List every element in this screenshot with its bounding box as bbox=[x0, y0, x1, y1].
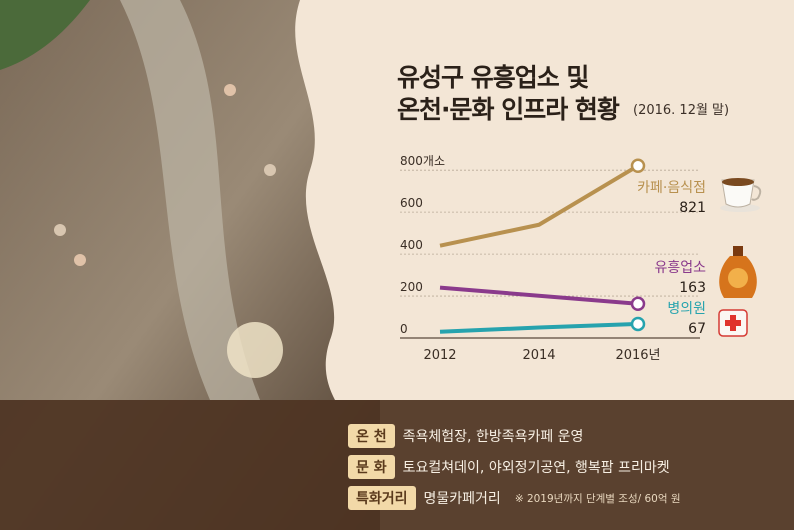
series-endpoint-2 bbox=[630, 316, 646, 332]
y-tick-label: 800개소 bbox=[400, 154, 445, 168]
series-line-0 bbox=[439, 164, 640, 248]
series-value-label: 821 bbox=[679, 200, 706, 216]
series-points bbox=[630, 158, 646, 332]
info-row-culture: 문 화 토요컬쳐데이, 야외정기공연, 행복팜 프리마켓 bbox=[348, 455, 670, 479]
series-line-1 bbox=[439, 285, 639, 306]
series-value-label: 67 bbox=[688, 321, 706, 337]
title-line-2: 온천·문화 인프라 현황 bbox=[397, 95, 620, 124]
row-text-culture: 토요컬쳐데이, 야외정기공연, 행복팜 프리마켓 bbox=[402, 460, 670, 476]
info-row-street: 특화거리 명물카페거리 ※ 2019년까지 단계별 조성/ 60억 원 bbox=[348, 486, 681, 510]
series-name-label: 유흥업소 bbox=[654, 260, 706, 276]
series-line-2 bbox=[439, 321, 639, 334]
y-tick-labels: 800개소 600 400 200 0 bbox=[400, 154, 445, 336]
y-tick-label: 400 bbox=[400, 238, 423, 252]
row-note-street: ※ 2019년까지 단계별 조성/ 60억 원 bbox=[514, 492, 681, 505]
y-tick-label: 600 bbox=[400, 196, 423, 210]
x-tick-labels: 2012 2014 2016년 bbox=[423, 348, 660, 363]
series-value-label: 163 bbox=[679, 280, 706, 296]
y-tick-label: 0 bbox=[400, 322, 408, 336]
liquor-bottle-icon bbox=[719, 246, 757, 298]
series-name-label: 카페·음식점 bbox=[637, 180, 706, 196]
coffee-cup-icon bbox=[720, 178, 762, 212]
line-chart: 800개소 600 400 200 0 2012 2014 2016년 카페·음식점 821 유… bbox=[400, 154, 762, 363]
hospital-cross-icon bbox=[718, 309, 748, 337]
x-tick-label: 2014 bbox=[522, 348, 555, 363]
title-line-1: 유성구 유흥업소 및 bbox=[397, 63, 589, 92]
tag-hotspring: 온 천 bbox=[348, 424, 395, 448]
content-panel bbox=[0, 0, 794, 400]
tag-street: 특화거리 bbox=[348, 486, 416, 510]
title-date: (2016. 12월 말) bbox=[633, 103, 730, 118]
series-lines bbox=[439, 164, 640, 334]
row-text-street: 명물카페거리 bbox=[423, 491, 501, 507]
x-tick-label: 2012 bbox=[423, 348, 456, 363]
series-endpoint-1 bbox=[630, 296, 646, 312]
series-labels: 카페·음식점 821 유흥업소 163 병의원 67 bbox=[637, 180, 706, 337]
y-tick-label: 200 bbox=[400, 280, 423, 294]
row-text-hotspring: 족욕체험장, 한방족욕카페 운영 bbox=[402, 429, 584, 445]
x-tick-label: 2016년 bbox=[615, 348, 660, 363]
series-name-label: 병의원 bbox=[667, 301, 706, 317]
series-endpoint-0 bbox=[630, 158, 646, 174]
info-row-hotspring: 온 천 족욕체험장, 한방족욕카페 운영 bbox=[348, 424, 583, 448]
tag-culture: 문 화 bbox=[348, 455, 395, 479]
